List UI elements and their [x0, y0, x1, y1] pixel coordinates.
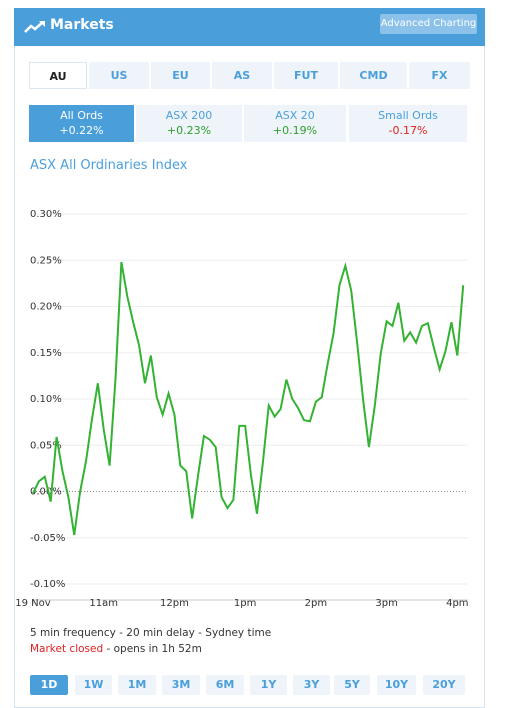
market-tab[interactable]: FX	[409, 62, 470, 89]
y-tick-label: 0.00%	[30, 487, 62, 498]
index-name: ASX 20	[275, 109, 315, 122]
market-tab[interactable]: AS	[212, 62, 272, 89]
index-change: +0.19%	[272, 124, 318, 137]
header-title: Markets	[50, 17, 114, 33]
index-change: +0.22%	[59, 124, 104, 137]
index-name: Small Ords	[378, 109, 438, 122]
x-tick-label: 2pm	[305, 598, 327, 609]
market-status: Market closed	[30, 643, 104, 655]
period-button[interactable]: 1D	[30, 675, 68, 695]
x-tick-label: 4pm	[446, 598, 468, 609]
period-button[interactable]: 1W	[75, 675, 112, 695]
index-change: -0.17%	[388, 124, 428, 137]
period-button[interactable]: 5Y	[334, 675, 370, 695]
index-card[interactable]: ASX 20 +0.19%	[244, 105, 346, 142]
market-tab[interactable]: US	[89, 62, 149, 89]
market-tab[interactable]: FUT	[274, 62, 338, 89]
index-card[interactable]: Small Ords -0.17%	[349, 105, 467, 142]
price-line	[32, 261, 465, 536]
x-tick-label: 12pm	[160, 598, 189, 609]
period-button[interactable]: 3Y	[293, 675, 330, 695]
market-tab[interactable]: CMD	[340, 62, 407, 89]
x-tick-label: 11am	[89, 598, 118, 609]
frequency-note: 5 min frequency - 20 min delay - Sydney …	[30, 627, 272, 639]
index-card[interactable]: ASX 200 +0.23%	[136, 105, 242, 142]
status-detail: - opens in 1h 52m	[106, 643, 202, 655]
index-name: All Ords	[60, 109, 103, 122]
period-button[interactable]: 1Y	[250, 675, 287, 695]
x-tick-label: 1pm	[234, 598, 256, 609]
status-note: Market closed - opens in 1h 52m	[30, 643, 202, 655]
y-tick-label: 0.05%	[30, 440, 62, 451]
y-tick-label: -0.05%	[30, 533, 65, 544]
period-button[interactable]: 1M	[118, 675, 156, 695]
period-button[interactable]: 3M	[162, 675, 200, 695]
y-tick-label: 0.25%	[30, 255, 62, 266]
x-tick-label: 19 Nov	[15, 598, 51, 609]
chart-title: ASX All Ordinaries Index	[30, 158, 188, 173]
period-button[interactable]: 20Y	[423, 675, 465, 695]
market-tab[interactable]: AU	[29, 62, 87, 89]
market-tab[interactable]: EU	[151, 62, 210, 89]
y-tick-label: 0.20%	[30, 302, 62, 313]
period-button[interactable]: 10Y	[377, 675, 416, 695]
y-tick-label: 0.15%	[30, 348, 62, 359]
chart: -0.10% -0.05% 0.00% 0.05% 0.10% 0.15% 0.20% 0.2…	[15, 209, 468, 609]
y-tick-label: 0.30%	[30, 209, 62, 220]
advanced-charting-button[interactable]: Advanced Charting	[380, 14, 477, 34]
icon	[24, 21, 45, 33]
y-tick-label: 0.10%	[30, 394, 62, 405]
index-card[interactable]: All Ords +0.22%	[29, 105, 134, 142]
period-button[interactable]: 6M	[206, 675, 244, 695]
index-change: +0.23%	[166, 124, 212, 137]
x-tick-label: 3pm	[375, 598, 397, 609]
index-name: ASX 200	[165, 109, 213, 122]
y-tick-label: -0.10%	[30, 579, 65, 590]
